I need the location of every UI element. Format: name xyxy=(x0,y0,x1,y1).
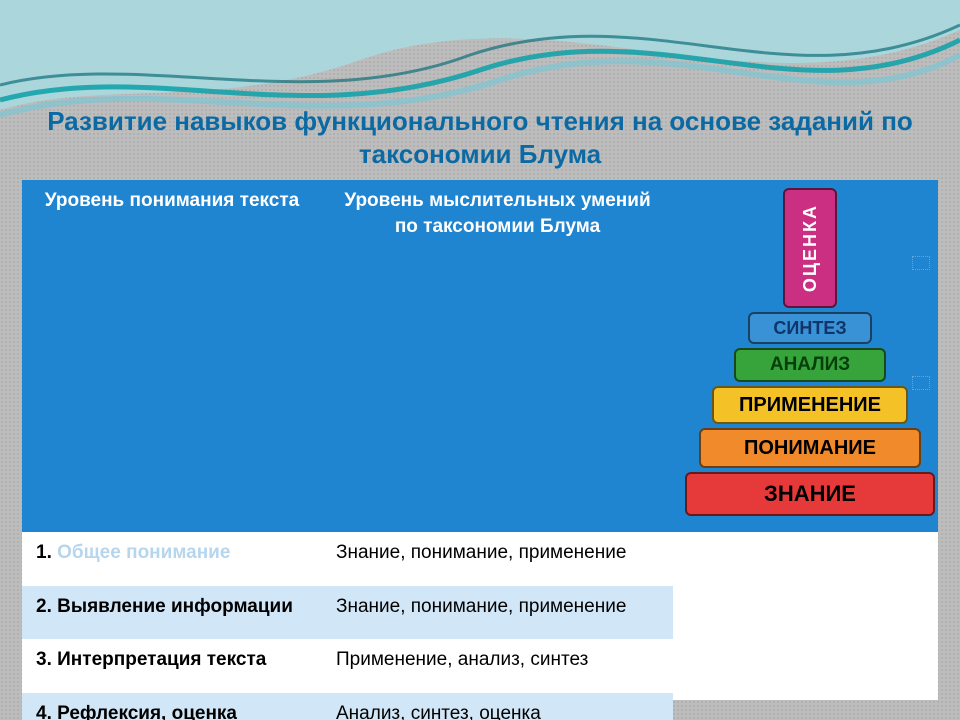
col-header-level: Уровень понимания текста xyxy=(22,180,322,532)
pyramid-level-синтез: СИНТЕЗ xyxy=(748,312,872,344)
pyramid-level-знание: ЗНАНИЕ xyxy=(685,472,935,516)
table-body: 1. Общее понимание Знание, понимание, пр… xyxy=(22,532,938,720)
cell-level: 1. Общее понимание xyxy=(22,532,322,586)
cell-skills: Применение, анализ, синтез xyxy=(322,639,673,693)
table-row: 3. Интерпретация текста Применение, анал… xyxy=(22,639,938,693)
col-header-skills: Уровень мыслительных умений по таксономи… xyxy=(322,180,673,532)
pyramid-level-оценка: ОЦЕНКА xyxy=(783,188,837,308)
cell-skills: Знание, понимание, применение xyxy=(322,586,673,640)
cell-level: 3. Интерпретация текста xyxy=(22,639,322,693)
pyramid-level-анализ: АНАЛИЗ xyxy=(734,348,886,382)
pyramid-cell: ОЦЕНКА СИНТЕЗ АНАЛИЗ ПРИМЕНЕНИЕ ПОНИМАНИЕЗНА… xyxy=(673,180,938,532)
table-row: 1. Общее понимание Знание, понимание, пр… xyxy=(22,532,938,586)
bloom-pyramid: ОЦЕНКА СИНТЕЗ АНАЛИЗ ПРИМЕНЕНИЕ ПОНИМАНИЕЗНА… xyxy=(685,188,935,516)
cell-level: 4. Рефлексия, оценка содержания и формы … xyxy=(22,693,322,720)
table-row: 4. Рефлексия, оценка содержания и формы … xyxy=(22,693,938,720)
taxonomy-table: Уровень понимания текста Уровень мыслите… xyxy=(22,180,938,720)
selection-marker xyxy=(912,376,930,390)
table-row: 2. Выявление информации Знание, понимани… xyxy=(22,586,938,640)
pyramid-level-понимание: ПОНИМАНИЕ xyxy=(699,428,921,468)
cell-skills: Анализ, синтез, оценка xyxy=(322,693,673,720)
content-area: Уровень понимания текста Уровень мыслите… xyxy=(22,180,938,700)
selection-marker xyxy=(912,256,930,270)
pyramid-level-применение: ПРИМЕНЕНИЕ xyxy=(712,386,908,424)
cell-level: 2. Выявление информации xyxy=(22,586,322,640)
slide-title: Развитие навыков функционального чтения … xyxy=(40,105,920,170)
slide: Развитие навыков функционального чтения … xyxy=(0,0,960,720)
cell-skills: Знание, понимание, применение xyxy=(322,532,673,586)
table-header-row: Уровень понимания текста Уровень мыслите… xyxy=(22,180,938,532)
